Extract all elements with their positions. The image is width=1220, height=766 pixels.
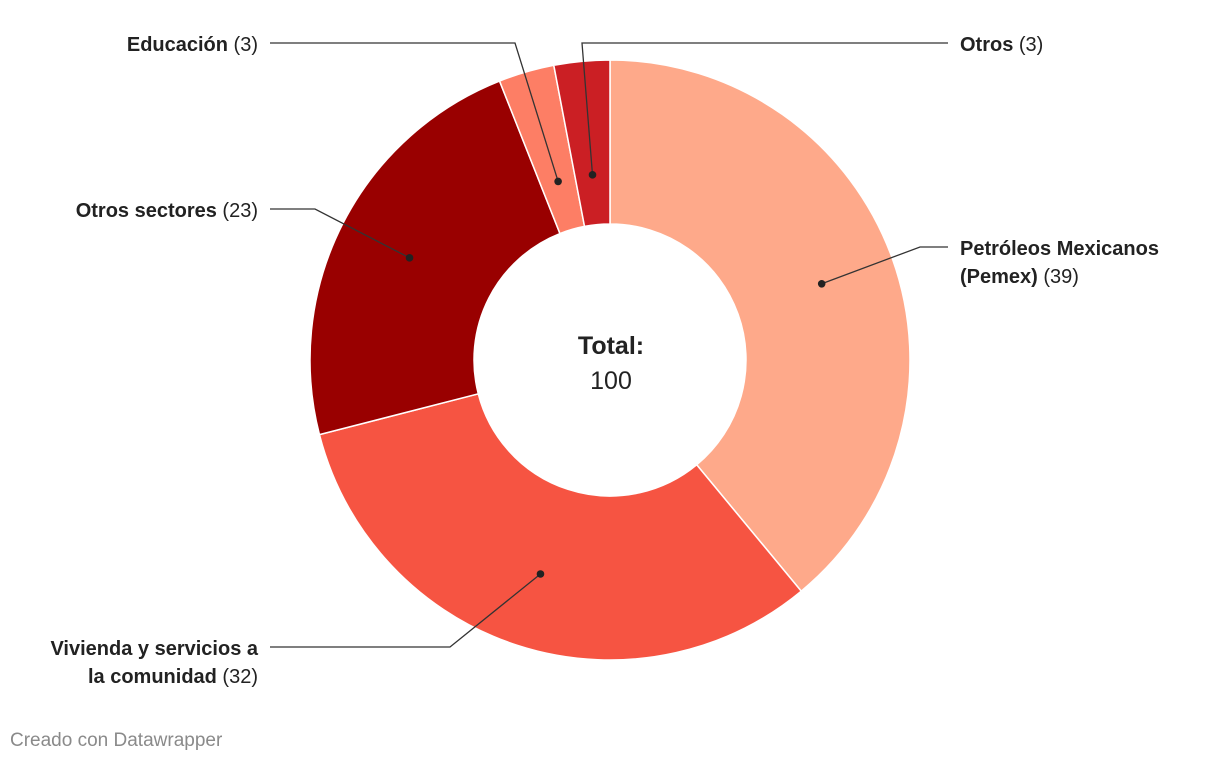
slice-label-vivienda-y-servicios-a-la-comunidad: Vivienda y servicios a la comunidad (32) [50, 638, 258, 688]
slice-otros[interactable] [552, 59, 611, 228]
leader-dot-otros-sectores [405, 254, 414, 262]
donut-slices [309, 59, 911, 661]
leader-dot-otros [588, 171, 597, 179]
leader-dot-educacion [554, 177, 562, 186]
leader-line-petroleos-mexicanos-pemex [821, 246, 948, 285]
leader-line-vivienda-y-servicios-a-la-comunidad [270, 573, 541, 648]
datawrapper-credit: Creado con Datawrapper [10, 730, 223, 751]
leader-dot-vivienda-y-servicios-a-la-comunidad [536, 570, 545, 578]
slice-petroleos-mexicanos-pemex[interactable] [609, 59, 911, 593]
slice-label-otros-sectores: Otros sectores (23) [76, 200, 258, 222]
leader-lines [270, 42, 948, 648]
center-total-label: Total: [578, 332, 644, 360]
slice-label-otros: Otros (3) [960, 34, 1043, 56]
slice-label-educacion: Educación (3) [127, 34, 258, 56]
leader-dot-petroleos-mexicanos-pemex [817, 279, 826, 288]
slice-otros-sectores[interactable] [309, 80, 561, 436]
leader-line-otros [581, 42, 948, 175]
leader-line-educacion [270, 42, 559, 182]
leader-line-otros-sectores [270, 208, 410, 259]
slice-label-petroleos-mexicanos-pemex: Petróleos Mexicanos (Pemex) (39) [960, 238, 1159, 288]
slice-vivienda-y-servicios-a-la-comunidad[interactable] [318, 392, 803, 661]
slice-labels: Petróleos Mexicanos (Pemex) (39) Vivienda … [50, 34, 1159, 688]
center-total-value: 100 [590, 367, 632, 395]
